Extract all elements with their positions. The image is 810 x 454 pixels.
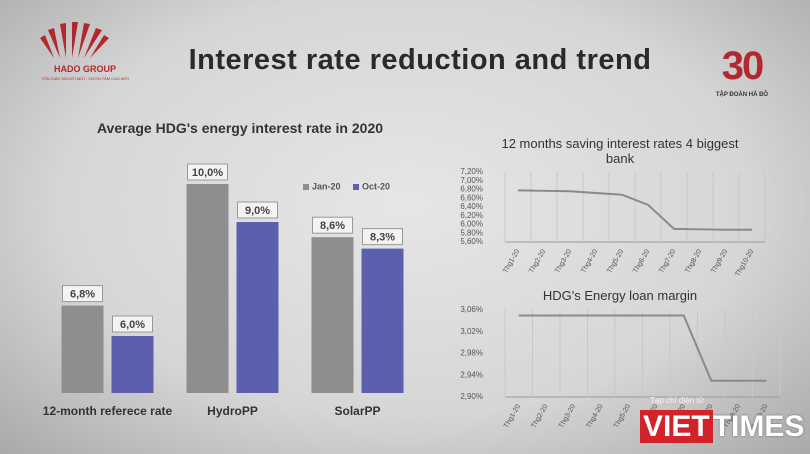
bar [111, 336, 154, 393]
logo: HADO GROUP [53, 64, 116, 74]
slide-title: Interest rate reduction and trend [188, 44, 652, 76]
y-tick-label: 3,06% [460, 305, 483, 314]
legend-label: Jan-20 [312, 181, 341, 191]
bar [361, 248, 404, 393]
bar [311, 237, 354, 393]
logo-mark [40, 22, 109, 58]
watermark: VIET TIMES [640, 410, 804, 444]
y-tick-label: 6,00% [460, 220, 483, 229]
x-tick-label: Thg7-20 [658, 248, 677, 274]
legend-swatch [303, 184, 309, 190]
line [517, 189, 752, 231]
chart-title: HDG's Energy loan margin [542, 288, 698, 303]
y-tick-label: 2,98% [460, 349, 483, 358]
x-tick-label: Thg2-20 [528, 248, 547, 274]
y-tick-label: 2,90% [460, 392, 483, 401]
x-tick-label: Thg2-20 [530, 403, 549, 429]
x-tick-label: Thg4-20 [585, 403, 604, 429]
label-box [112, 315, 153, 333]
value-label: 9,0% [245, 205, 270, 217]
label-box [312, 216, 353, 234]
bar [236, 222, 279, 393]
chart-title: 12 months saving interest rates 4 bigges… [501, 136, 739, 166]
line [518, 314, 767, 382]
value-label: 8,6% [320, 220, 345, 232]
x-tick-label: Thg1-20 [503, 403, 522, 429]
x-tick-label: Thg8-20 [684, 248, 703, 274]
x-tick-label: Thg10-20 [734, 248, 755, 278]
value-label: 10,0% [192, 167, 223, 179]
x-tick-label: Thg1-20 [502, 248, 521, 274]
x-tick-label: Thg9-20 [710, 248, 729, 274]
x-tick-label: Thg6-20 [632, 248, 651, 274]
y-tick-label: 6,40% [460, 202, 483, 211]
y-tick-label: 7,20% [460, 167, 483, 176]
y-tick-label: 5,80% [460, 228, 483, 237]
bar [61, 305, 104, 393]
y-tick-label: 7,00% [460, 176, 483, 185]
y-tick-label: 6,20% [460, 211, 483, 220]
x-tick-label: Thg3-20 [558, 403, 577, 429]
y-tick-label: 6,80% [460, 185, 483, 194]
label-box [187, 163, 228, 181]
value-label: 6,8% [70, 289, 95, 301]
value-label: 8,3% [370, 232, 395, 244]
label-box [362, 228, 403, 246]
x-tick-label: HydroPP [207, 404, 258, 418]
y-tick-label: 3,02% [460, 327, 483, 336]
bar [186, 184, 229, 393]
x-tick-label: Thg4-20 [580, 248, 599, 274]
watermark-caption: Tạp chí điện tử [650, 396, 704, 405]
x-tick-label: Thg3-20 [554, 248, 573, 274]
y-tick-label: 6,60% [460, 193, 483, 202]
y-tick-label: 5,60% [460, 237, 483, 246]
badge-text: TẬP ĐOÀN HÀ ĐÔ [715, 92, 769, 98]
logo-tagline: TÔN GIÁO NGƯỜI MỚI - VƯƠN TẦM CAO MỚI [41, 76, 129, 81]
legend-label: Oct-20 [362, 181, 390, 191]
x-tick-label: Thg5-20 [613, 403, 632, 429]
value-label: 6,0% [120, 319, 145, 331]
label-box [237, 201, 278, 219]
x-tick-label: 12-month referece rate [43, 404, 173, 418]
y-tick-label: 2,94% [460, 370, 483, 379]
chart-title: Average HDG's energy interest rate in 20… [96, 120, 384, 136]
label-box [62, 285, 103, 303]
legend-swatch [353, 184, 359, 190]
x-tick-label: SolarPP [334, 404, 380, 418]
badge-number: 30 [721, 44, 765, 88]
watermark-a: VIET [640, 410, 713, 443]
watermark-b: TIMES [712, 410, 805, 443]
x-tick-label: Thg5-20 [606, 248, 625, 274]
